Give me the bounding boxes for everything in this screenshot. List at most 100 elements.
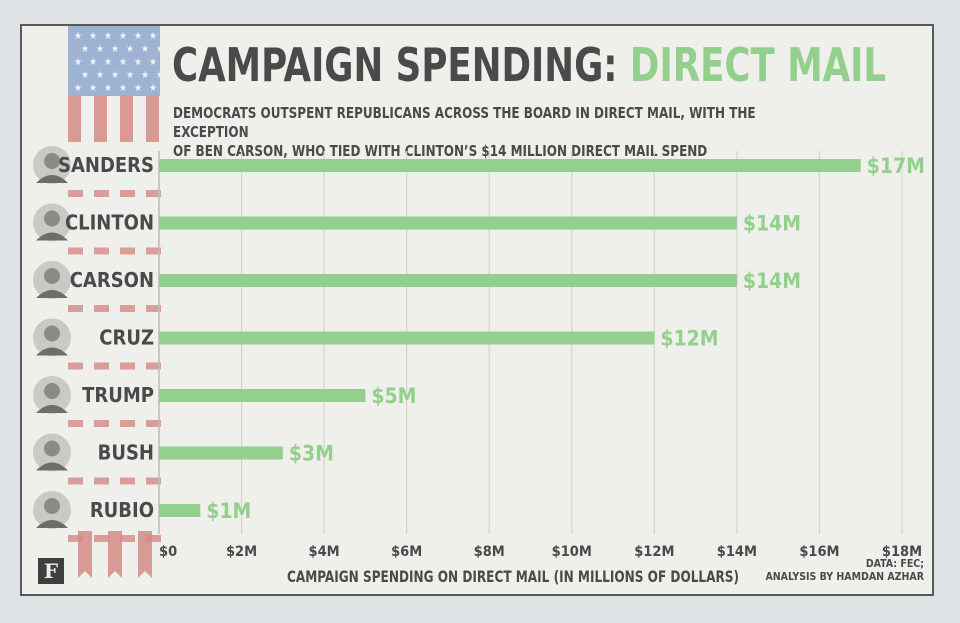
bar-value-label: $3M [289, 442, 334, 466]
avatar-head [44, 383, 60, 399]
x-axis-label: CAMPAIGN SPENDING ON DIRECT MAIL (IN MIL… [287, 567, 740, 586]
flag-star: ★ [104, 83, 112, 94]
flag-dash [146, 477, 161, 485]
x-tick-label: $0 [159, 544, 177, 560]
flag-dash [94, 305, 109, 312]
x-tick-label: $10M [552, 544, 592, 560]
x-tick-label: $2M [226, 544, 257, 560]
avatar-head [44, 210, 60, 227]
x-tick-label: $16M [799, 544, 839, 560]
flag-dash [120, 477, 135, 485]
flag-star: ★ [119, 31, 127, 42]
flag-tail [108, 531, 122, 578]
flag-star: ★ [89, 57, 97, 68]
flag-dash [120, 535, 135, 542]
forbes-logo: F [38, 558, 64, 584]
flag-stripe [68, 96, 81, 142]
candidate-label: TRUMP [82, 383, 154, 407]
avatar-head [44, 498, 60, 514]
flag-stripe [94, 96, 107, 142]
flag-star: ★ [111, 44, 119, 55]
flag-dash [68, 535, 83, 542]
avatar-head [44, 325, 60, 342]
flag-star: ★ [111, 70, 119, 81]
flag-star: ★ [89, 31, 97, 42]
candidate-label: CARSON [70, 268, 154, 292]
flag-tail [78, 531, 92, 578]
bar [159, 389, 366, 402]
flag-dash [146, 420, 161, 427]
flag-star: ★ [119, 57, 127, 68]
flag-star: ★ [74, 83, 82, 94]
avatar-head [44, 153, 60, 169]
candidate-label: RUBIO [90, 498, 154, 522]
title-part-1: CAMPAIGN SPENDING: [172, 38, 618, 92]
flag-dash [146, 305, 161, 312]
flag-stripe [146, 96, 159, 142]
candidate-label: BUSH [98, 441, 154, 465]
flag-star: ★ [81, 44, 89, 55]
avatar-body [36, 462, 68, 471]
candidate-label: CLINTON [65, 211, 154, 235]
flag-star: ★ [134, 57, 142, 68]
flag-star: ★ [126, 44, 134, 55]
flag-star: ★ [149, 83, 157, 94]
avatar-body [36, 175, 68, 183]
bar-value-label: $12M [660, 327, 718, 351]
flag-star: ★ [134, 83, 142, 94]
candidate-label: CRUZ [99, 326, 154, 350]
flag-star: ★ [74, 31, 82, 42]
flag-star: ★ [81, 70, 89, 81]
bar-chart: ★ ★ ★ ★ ★ ★★ ★ ★ ★ ★ ★★ ★ ★ ★ ★ ★★ ★ ★ ★ ★ ★★ ★ ★ ★ ★ ★$0 $2M $4M $6… [31, 26, 925, 578]
x-tick-label: $12M [634, 544, 674, 560]
bar-value-label: $1M [206, 499, 251, 523]
x-tick-label: $4M [309, 544, 340, 560]
flag-star: ★ [149, 57, 157, 68]
chart-title: CAMPAIGN SPENDING: DIRECT MAIL [172, 30, 886, 100]
flag-dash [146, 190, 161, 197]
avatar-body [36, 290, 68, 298]
flag-star: ★ [141, 70, 149, 81]
bar [159, 446, 283, 460]
source-note: DATA: FEC; ANALYSIS BY HAMDAN AZHAR [765, 558, 924, 583]
flag-star: ★ [119, 83, 127, 94]
flag-dash [94, 477, 109, 485]
avatar-head [44, 268, 60, 284]
flag-star: ★ [156, 70, 164, 81]
flag-dash [94, 535, 109, 542]
flag-star: ★ [96, 44, 104, 55]
flag-star: ★ [149, 31, 157, 42]
avatar-body [36, 520, 68, 528]
flag-dash [68, 477, 83, 485]
bar-value-label: $14M [743, 269, 801, 293]
x-tick-label: $8M [474, 544, 505, 560]
flag-stripe [120, 96, 133, 142]
flag-star: ★ [89, 83, 97, 94]
bar-value-label: $17M [867, 154, 925, 178]
flag-star: ★ [134, 31, 142, 42]
bar [159, 274, 737, 287]
avatar-body [36, 232, 68, 241]
bar [159, 331, 655, 345]
x-tick-label: $18M [882, 544, 922, 560]
flag-tail [138, 531, 152, 578]
flag-star: ★ [104, 57, 112, 68]
flag-dash [94, 420, 109, 427]
flag-dash [146, 247, 161, 255]
flag-star: ★ [141, 44, 149, 55]
flag-dash [120, 362, 135, 370]
flag-dash [120, 247, 135, 255]
flag-dash [94, 362, 109, 370]
flag-dash [94, 247, 109, 255]
flag-star: ★ [156, 44, 164, 55]
x-tick-label: $6M [391, 544, 422, 560]
flag-star: ★ [96, 70, 104, 81]
flag-dash [120, 190, 135, 197]
flag-dash [68, 190, 83, 197]
bar [159, 216, 737, 230]
bar-value-label: $14M [743, 212, 801, 236]
flag-canton [68, 26, 160, 96]
bar [159, 159, 861, 172]
flag-dash [68, 362, 83, 370]
chart-card: CAMPAIGN SPENDING: DIRECT MAIL DEMOCRATS… [20, 24, 934, 596]
